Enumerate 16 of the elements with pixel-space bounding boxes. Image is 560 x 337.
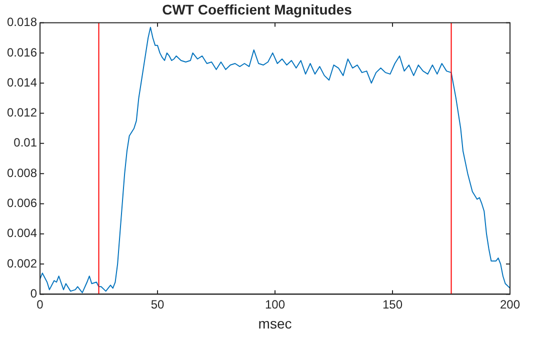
x-tick-label: 50	[150, 298, 165, 312]
chart-title: CWT Coefficient Magnitudes	[162, 1, 352, 18]
x-axis-title: msec	[258, 315, 292, 332]
y-tick-label: 0	[30, 286, 38, 301]
x-tick-label: 150	[382, 298, 403, 312]
y-tick-label: 0.01	[14, 136, 38, 150]
y-tick-label: 0.008	[7, 166, 38, 180]
y-tick-label: 0.006	[7, 196, 38, 210]
x-tick-label: 200	[500, 298, 520, 312]
y-tick-label: 0.002	[7, 256, 38, 270]
y-tick-label: 0.004	[7, 226, 38, 240]
x-tick-label: 100	[265, 298, 286, 312]
y-tick-label: 0.016	[7, 45, 38, 60]
y-tick-label: 0.018	[7, 15, 38, 30]
y-tick-label: 0.014	[7, 75, 38, 90]
y-tick-label: 0.012	[7, 106, 38, 120]
